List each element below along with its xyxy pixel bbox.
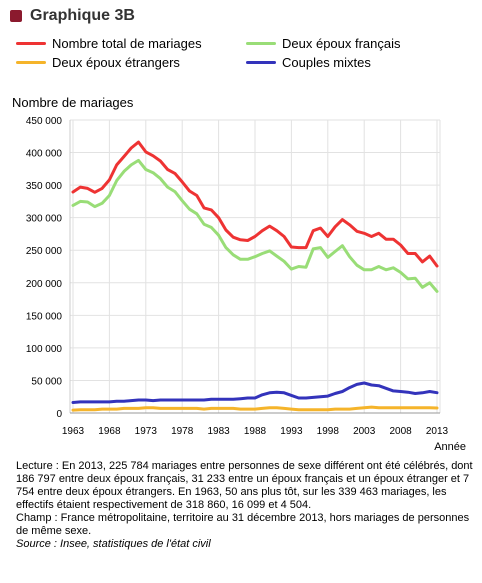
legend-item-mixtes: Couples mixtes [246,55,371,70]
y-tick-label: 200 000 [26,279,63,290]
line-chart: Nombre de mariages 0 50 000 100 000 150 000 2… [12,95,466,453]
legend-item-total: Nombre total de mariages [16,36,202,51]
axis-layer: Nombre de mariages 0 50 000 100 000 150 000 2… [12,95,466,453]
x-tick-label: 2003 [353,426,376,437]
x-tick-label: 1978 [171,426,194,437]
title-marker-icon [10,10,22,22]
x-tick-label: 1973 [135,426,158,437]
y-tick-label: 250 000 [26,246,63,257]
legend-swatch-total [16,42,46,45]
x-tick-label: 1998 [317,426,340,437]
series-line-deux-epoux-francais [71,158,439,293]
note-lecture: Lecture : En 2013, 225 784 mariages entr… [16,460,473,511]
y-tick-label: 50 000 [31,376,62,387]
x-tick-label: 2013 [426,426,449,437]
y-tick-label: 400 000 [26,149,63,160]
x-tick-label: 2008 [389,426,412,437]
x-axis-label: Année [434,441,466,453]
legend-label-total: Nombre total de mariages [52,36,202,51]
y-axis-label: Nombre de mariages [12,95,134,110]
chart-notes: Lecture : En 2013, 225 784 mariages entr… [16,460,474,551]
x-tick-label: 1963 [62,426,85,437]
y-tick-label: 450 000 [26,116,63,127]
legend-item-etrangers: Deux époux étrangers [16,55,180,70]
note-source: Source : Insee, statistiques de l'état c… [16,538,211,550]
legend-label-mixtes: Couples mixtes [282,55,371,70]
x-tick-label: 1983 [207,426,230,437]
x-tick-label: 1988 [244,426,267,437]
chart-title-row: Graphique 3B [10,6,135,26]
series-line-deux-epoux-etrangers [71,405,439,412]
y-tick-label: 350 000 [26,181,63,192]
legend-swatch-mixtes [246,61,276,64]
legend-swatch-francais [246,42,276,45]
legend-item-francais: Deux époux français [246,36,401,51]
y-tick-label: 0 [56,409,62,420]
chart-title: Graphique 3B [30,7,135,24]
legend-swatch-etrangers [16,61,46,64]
y-tick-label: 300 000 [26,214,63,225]
x-tick-label: 1993 [280,426,303,437]
x-tick-label: 1968 [98,426,121,437]
grid-layer [70,119,440,414]
legend-label-francais: Deux époux français [282,36,401,51]
legend-label-etrangers: Deux époux étrangers [52,55,180,70]
note-champ: Champ : France métropolitaine, territoir… [16,512,470,537]
y-tick-label: 150 000 [26,311,63,322]
series-layer [71,140,439,412]
y-tick-label: 100 000 [26,344,63,355]
series-line-nombre-total-de-mariages [71,140,439,268]
series-line-couples-mixtes [71,381,439,404]
